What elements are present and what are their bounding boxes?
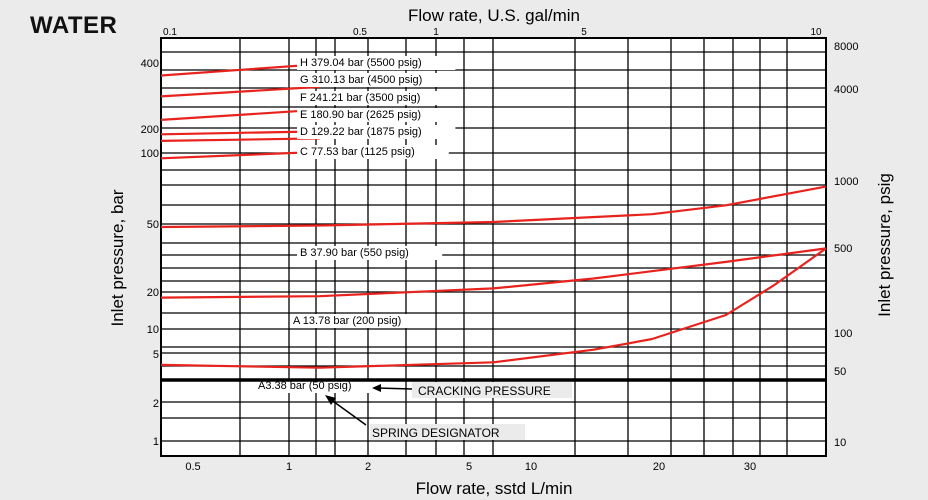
cracking-pressure-label-bg	[412, 382, 572, 398]
y-right-tick-label: 50	[834, 366, 846, 378]
y-right-tick-label: 10	[834, 437, 846, 449]
curve-label-bg	[297, 73, 456, 87]
y-right-tick-label: 100	[834, 328, 852, 340]
curve-7	[160, 247, 827, 299]
y-left-tick-label: 20	[147, 287, 159, 299]
spring-designator-arrowhead	[325, 395, 336, 405]
y-left-tick-label: 5	[153, 349, 159, 361]
spring-designator-label: SPRING DESIGNATOR	[372, 426, 500, 440]
curve-8	[160, 247, 827, 369]
x-top-tick-label: 0.1	[163, 27, 177, 38]
y-right-tick-label: 4000	[834, 84, 858, 96]
curve-label-bg	[290, 314, 436, 328]
x-bottom-tick-label: 30	[744, 461, 756, 473]
cracking-pressure-arrow	[375, 387, 413, 390]
curve-4	[160, 137, 320, 142]
x-top-tick-label: 0.5	[353, 27, 367, 38]
x-top-axis-label: Flow rate, U.S. gal/min	[408, 6, 580, 25]
y-left-tick-label: 50	[147, 219, 159, 231]
spring-designator-arrow	[329, 398, 367, 426]
curve-3	[160, 130, 320, 136]
y-left-tick-label: 1	[153, 436, 159, 448]
x-bottom-tick-label: 2	[365, 461, 371, 473]
curve-5	[160, 150, 320, 160]
curve-label: D 129.22 bar (1875 psig)	[300, 126, 422, 138]
curves	[160, 63, 827, 369]
curve-label: C 77.53 bar (1125 psig)	[300, 146, 415, 158]
x-bottom-tick-label: 5	[466, 461, 472, 473]
curve-1	[160, 85, 320, 98]
cracking-pressure-label: CRACKING PRESSURE	[418, 384, 551, 398]
y-right-tick-label: 1000	[834, 176, 858, 188]
x-bottom-tick-label: 1	[286, 461, 292, 473]
curve-label: A 13.78 bar (200 psig)	[293, 315, 401, 327]
y-right-tick-label: 8000	[834, 41, 858, 53]
y-right-axis-label: Inlet pressure, psig	[875, 173, 894, 317]
y-left-tick-label: 400	[141, 58, 159, 70]
curve-label-bg	[297, 108, 456, 122]
spring-designator-label-bg	[370, 424, 525, 440]
curve-labels: H 379.04 bar (5500 psig) G 310.13 bar (45…	[255, 56, 456, 393]
x-top-tick-label: 5	[581, 27, 587, 38]
x-bottom-tick-label: 20	[653, 461, 665, 473]
curve-0	[160, 63, 320, 77]
x-top-tick-label: 1	[433, 27, 439, 38]
plot-frame	[160, 37, 827, 457]
x-bottom-tick-label: 10	[525, 461, 537, 473]
curve-label: A3.38 bar (50 psig)	[258, 380, 352, 392]
x-bottom-axis-label: Flow rate, sstd L/min	[416, 479, 573, 498]
cracking-pressure-arrowhead	[372, 384, 381, 392]
x-top-tick-label: 10	[810, 27, 822, 38]
curve-label-bg	[297, 56, 456, 70]
curve-6	[160, 185, 827, 229]
curve-label: E 180.90 bar (2625 psig)	[300, 109, 421, 121]
curve-label: G 310.13 bar (4500 psig)	[300, 74, 422, 86]
curve-label: F 241.21 bar (3500 psig)	[300, 92, 420, 104]
tick-labels: 0.1 0.5 1 5 10 0.5 1 2 5 10 20 30 1 2 5 10 20 50 100 200 400…	[141, 27, 859, 473]
curve-label-bg	[297, 91, 456, 105]
curve-label-bg	[297, 246, 443, 260]
curve-label-bg	[255, 379, 381, 393]
y-left-tick-label: 100	[141, 148, 159, 160]
plot-border	[160, 37, 827, 457]
curve-label-bg	[297, 145, 449, 159]
curve-label: B 37.90 bar (550 psig)	[300, 247, 409, 259]
y-left-axis-label: Inlet pressure, bar	[108, 189, 127, 326]
y-left-tick-label: 2	[153, 398, 159, 410]
page-title: WATER	[30, 12, 118, 39]
y-left-tick-label: 10	[147, 324, 159, 336]
y-left-tick-label: 200	[141, 124, 159, 136]
x-bottom-tick-label: 0.5	[185, 461, 200, 473]
curve-2	[160, 108, 320, 121]
y-right-tick-label: 500	[834, 243, 852, 255]
curve-label: H 379.04 bar (5500 psig)	[300, 57, 422, 69]
curve-label-bg	[297, 125, 456, 139]
